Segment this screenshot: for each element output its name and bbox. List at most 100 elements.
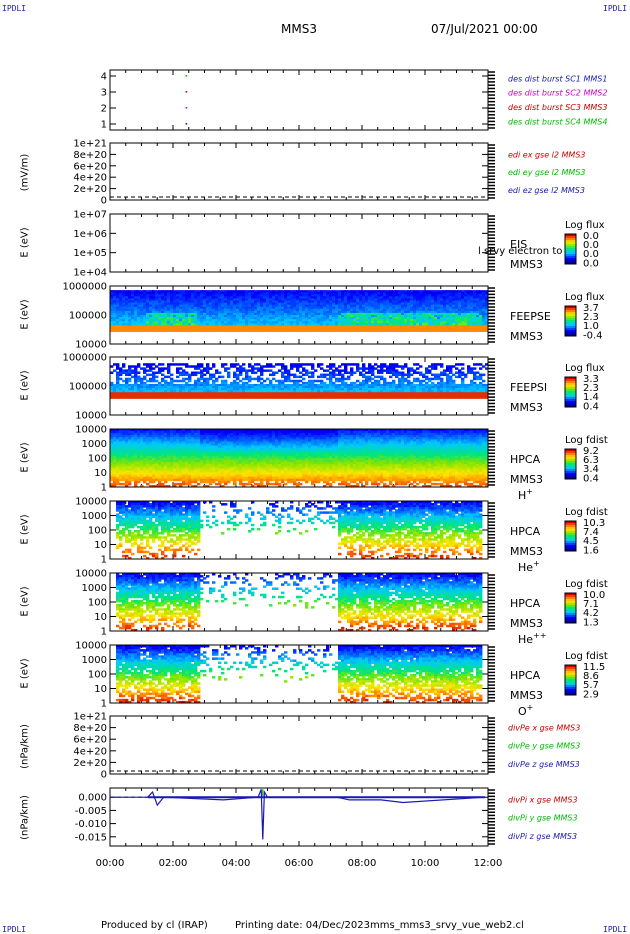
spectrogram-cell (206, 304, 210, 308)
spectrogram-cell (263, 379, 267, 383)
spectrogram-cell (143, 325, 147, 328)
spectrogram-cell (221, 304, 225, 308)
spectrogram-cell (305, 300, 309, 303)
spectrogram-cell (116, 292, 120, 295)
overlay-label: l srvy electron to (478, 246, 562, 257)
spectrogram-cell (260, 302, 264, 306)
spectrogram-cell (128, 396, 132, 399)
spectrogram-cell (431, 396, 435, 399)
spectrogram-cell (176, 300, 180, 303)
spectrogram-cell (143, 327, 147, 330)
spectrogram-cell (203, 310, 207, 314)
spectrogram-cell (368, 371, 372, 374)
spectrogram-cell (257, 310, 261, 314)
spectrogram-cell (293, 323, 297, 326)
y-tick-label: 1e+21 (73, 139, 107, 150)
spectrogram-cell (290, 327, 294, 330)
spectrogram-cell (155, 365, 159, 368)
spectrogram-cell (281, 312, 285, 316)
spectrogram-cell (284, 296, 288, 299)
spectrogram-cell (155, 294, 159, 297)
spectrogram-cell (122, 296, 126, 299)
spectrogram-cell (116, 367, 120, 370)
spectrogram-cell (206, 296, 210, 299)
spectrogram-cell (254, 396, 258, 399)
y-tick-label: 1e+04 (73, 268, 107, 279)
spectrogram-cell (335, 373, 339, 377)
spectrogram-cell (212, 310, 216, 314)
spectrogram-cell (149, 294, 153, 297)
spectrogram-cell (272, 377, 276, 381)
spectrogram-cell (170, 302, 174, 306)
spectrogram-cell (131, 290, 135, 293)
spectrogram-cell (269, 321, 273, 324)
spectrogram-cell (362, 396, 366, 399)
spectrogram-cell (344, 377, 348, 381)
spectrogram-cell (197, 317, 201, 320)
spectrogram-cell (209, 298, 213, 301)
colorbar-swatch (565, 248, 576, 251)
spectrogram-cell (218, 300, 222, 303)
spectrogram-cell (254, 298, 258, 301)
spectrogram-cell (269, 308, 273, 312)
spectrogram-cell (236, 296, 240, 299)
spectrogram-cell (179, 310, 183, 314)
spectrogram-cell (257, 321, 261, 324)
spectrogram-cell (116, 300, 120, 303)
spectrogram-cell (296, 290, 300, 293)
spectrogram-cell (173, 319, 177, 322)
spectrogram-cell (209, 396, 213, 399)
spectrogram-cell (131, 304, 135, 308)
spectrogram-cell (167, 306, 171, 310)
spectrogram-cell (272, 294, 276, 297)
spectrogram-cell (116, 310, 120, 314)
spectrogram-cell (191, 304, 195, 308)
spectrogram-cell (287, 296, 291, 299)
spectrogram-cell (128, 312, 132, 316)
spectrogram-cell (314, 290, 318, 293)
spectrogram-cell (227, 308, 231, 312)
spectrogram-cell (209, 367, 213, 370)
spectrogram-cell (188, 321, 192, 324)
spectrogram-cell (308, 310, 312, 314)
spectrogram-cell (146, 396, 150, 399)
spectrogram-cell (170, 298, 174, 301)
spectrogram-cell (236, 292, 240, 295)
spectrogram-cell (290, 396, 294, 399)
spectrogram-cell (200, 296, 204, 299)
spectrogram-cell (197, 304, 201, 308)
spectrogram-cell (233, 292, 237, 295)
spectrogram-cell (227, 321, 231, 324)
spectrogram-cell (182, 325, 186, 328)
spectrogram-cell (308, 375, 312, 379)
spectrogram-cell (197, 319, 201, 322)
spectrogram-cell (311, 298, 315, 301)
spectrogram-cell (122, 302, 126, 306)
spectrogram-cell (254, 325, 258, 328)
spectrogram-cell (287, 290, 291, 293)
spectrogram-cell (458, 329, 462, 332)
spectrogram-cell (122, 308, 126, 312)
spectrogram-cell (179, 327, 183, 330)
spectrogram-cell (311, 329, 315, 332)
spectrogram-cell (143, 317, 147, 320)
spectrogram-cell (116, 319, 120, 322)
y-tick-label: 4 (101, 72, 107, 83)
spectrogram-cell (416, 363, 420, 366)
spectrogram-cell (302, 315, 306, 318)
spectrogram-cell (467, 396, 471, 399)
spectrogram-cell (233, 296, 237, 299)
spectrogram-cell (125, 298, 129, 301)
spectrogram-cell (125, 300, 129, 303)
spectrogram-cell (287, 310, 291, 314)
spectrogram-cell (173, 302, 177, 306)
spectrogram-cell (230, 298, 234, 301)
spectrogram-cell (272, 327, 276, 330)
spectrogram-cell (392, 373, 396, 377)
spectrogram-cell (236, 312, 240, 316)
spectrogram-cell (167, 321, 171, 324)
spectrogram-cell (287, 317, 291, 320)
spectrogram-cell (179, 321, 183, 324)
spectrogram-cell (227, 317, 231, 320)
spectrogram-cell (197, 396, 201, 399)
